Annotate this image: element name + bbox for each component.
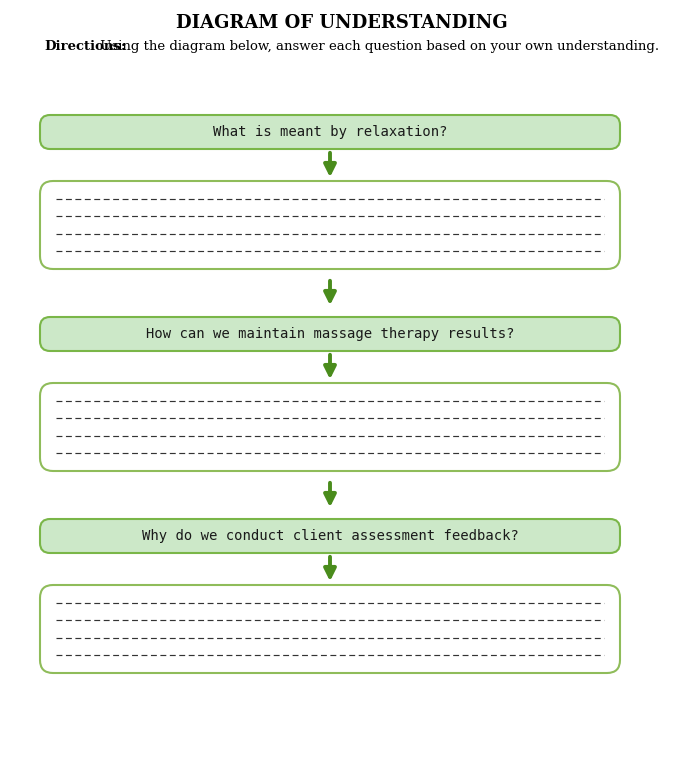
- Text: Using the diagram below, answer each question based on your own understanding.: Using the diagram below, answer each que…: [96, 40, 659, 53]
- FancyBboxPatch shape: [40, 115, 620, 149]
- FancyBboxPatch shape: [40, 383, 620, 471]
- FancyBboxPatch shape: [40, 585, 620, 673]
- Text: Directions:: Directions:: [44, 40, 126, 53]
- Text: What is meant by relaxation?: What is meant by relaxation?: [212, 125, 447, 139]
- FancyBboxPatch shape: [40, 519, 620, 553]
- FancyBboxPatch shape: [40, 181, 620, 269]
- Text: DIAGRAM OF UNDERSTANDING: DIAGRAM OF UNDERSTANDING: [176, 14, 507, 32]
- Text: How can we maintain massage therapy results?: How can we maintain massage therapy resu…: [145, 327, 514, 341]
- Text: Why do we conduct client assessment feedback?: Why do we conduct client assessment feed…: [141, 529, 518, 543]
- FancyBboxPatch shape: [40, 317, 620, 351]
